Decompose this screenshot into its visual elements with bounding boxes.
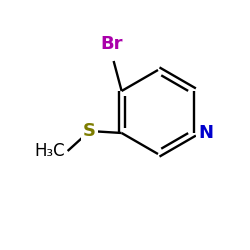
Text: N: N: [198, 124, 213, 142]
Text: S: S: [83, 122, 96, 140]
Text: H₃C: H₃C: [34, 142, 65, 160]
Text: Br: Br: [100, 35, 123, 53]
